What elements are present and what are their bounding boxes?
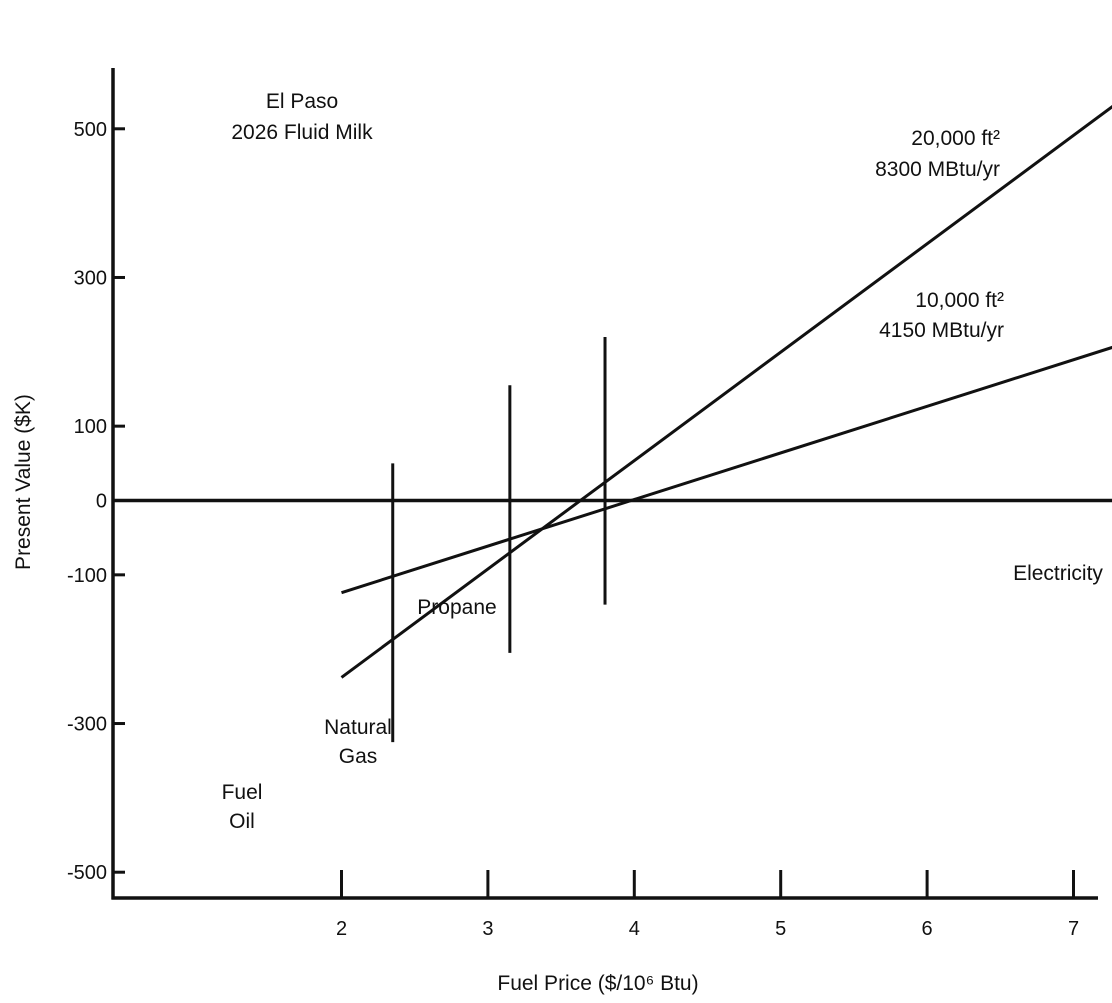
series-label-20000-ft2: 8300 MBtu/yr (875, 158, 1000, 181)
x-axis-title: Fuel Price ($/10⁶ Btu) (497, 972, 698, 995)
y-tick-label: -100 (67, 565, 107, 587)
series-line-10000-ft2 (341, 345, 1112, 595)
chart-marks (340, 104, 1112, 743)
series-line-20000-ft2 (340, 104, 1112, 679)
marker-label-propane: Propane (417, 596, 496, 619)
series-label-10000-ft2: 10,000 ft² (915, 289, 1004, 312)
series-label-10000-ft2: 4150 MBtu/yr (879, 319, 1004, 342)
y-tick-label: -300 (67, 714, 107, 736)
marker-label-electricity: Electricity (1013, 562, 1103, 585)
y-tick-label: 100 (74, 416, 107, 438)
x-tick-label: 3 (482, 918, 493, 940)
chart-axes (111, 68, 1112, 900)
y-tick-label: 300 (74, 267, 107, 289)
marker-label-natural-gas: Gas (339, 745, 378, 768)
x-tick-label: 5 (775, 918, 786, 940)
marker-label-natural-gas: Natural (324, 716, 392, 739)
series-label-20000-ft2: 20,000 ft² (911, 127, 1000, 150)
y-tick-label: -500 (67, 862, 107, 884)
y-axis-title: Present Value ($K) (12, 394, 35, 570)
y-tick-label: 0 (96, 491, 107, 513)
y-tick-label: 500 (74, 119, 107, 141)
x-tick-label: 6 (922, 918, 933, 940)
marker-label-fuel-oil: Fuel (222, 781, 263, 804)
x-tick-label: 2 (336, 918, 347, 940)
chart-annotation: 2026 Fluid Milk (231, 121, 373, 144)
marker-label-fuel-oil: Oil (229, 810, 255, 833)
x-tick-label: 7 (1068, 918, 1079, 940)
chart-annotation: El Paso (266, 90, 338, 113)
x-tick-label: 4 (629, 918, 640, 940)
